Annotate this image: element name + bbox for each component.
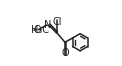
- Text: N: N: [44, 20, 51, 30]
- Text: Cl: Cl: [52, 17, 62, 27]
- Text: O: O: [61, 48, 69, 58]
- Text: H₃C: H₃C: [31, 25, 49, 35]
- Text: O: O: [33, 25, 41, 35]
- Text: methoxy: methoxy: [28, 29, 35, 30]
